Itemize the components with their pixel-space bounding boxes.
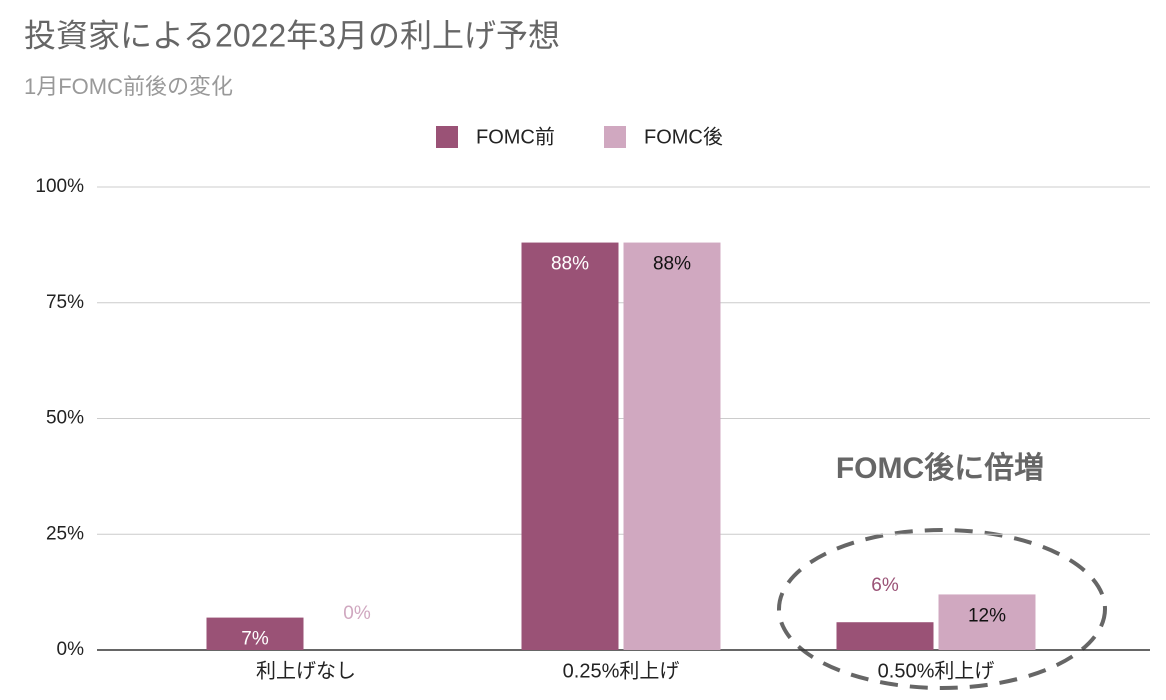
- chart-subtitle: 1月FOMC前後の変化: [24, 74, 233, 99]
- bar: [836, 622, 934, 650]
- bar: [206, 617, 304, 650]
- legend-label: FOMC後: [644, 125, 723, 148]
- legend-swatch: [604, 126, 626, 148]
- value-label: 0%: [343, 603, 371, 624]
- legend-swatch: [436, 126, 458, 148]
- y-tick-label: 100%: [35, 176, 84, 197]
- y-tick-label: 75%: [46, 292, 84, 313]
- y-tick-label: 50%: [46, 408, 84, 429]
- x-tick-label: 利上げなし: [256, 659, 356, 682]
- x-tick-label: 0.25%利上げ: [563, 659, 680, 682]
- highlight-ellipse: [777, 528, 1107, 690]
- value-label: 88%: [551, 254, 589, 275]
- value-label: 88%: [653, 254, 691, 275]
- value-label: 7%: [241, 629, 269, 650]
- value-label: 6%: [871, 575, 899, 596]
- y-tick-label: 25%: [46, 523, 84, 544]
- y-tick-label: 0%: [57, 639, 85, 660]
- annotation: FOMC後に倍増: [836, 451, 1044, 485]
- legend-label: FOMC前: [476, 125, 555, 148]
- x-tick-label: 0.50%利上げ: [878, 659, 995, 682]
- value-label: 12%: [968, 605, 1006, 626]
- bar: [938, 594, 1036, 650]
- bar: [521, 242, 619, 650]
- bar: [623, 242, 721, 650]
- chart-title: 投資家による2022年3月の利上げ予想: [24, 17, 560, 53]
